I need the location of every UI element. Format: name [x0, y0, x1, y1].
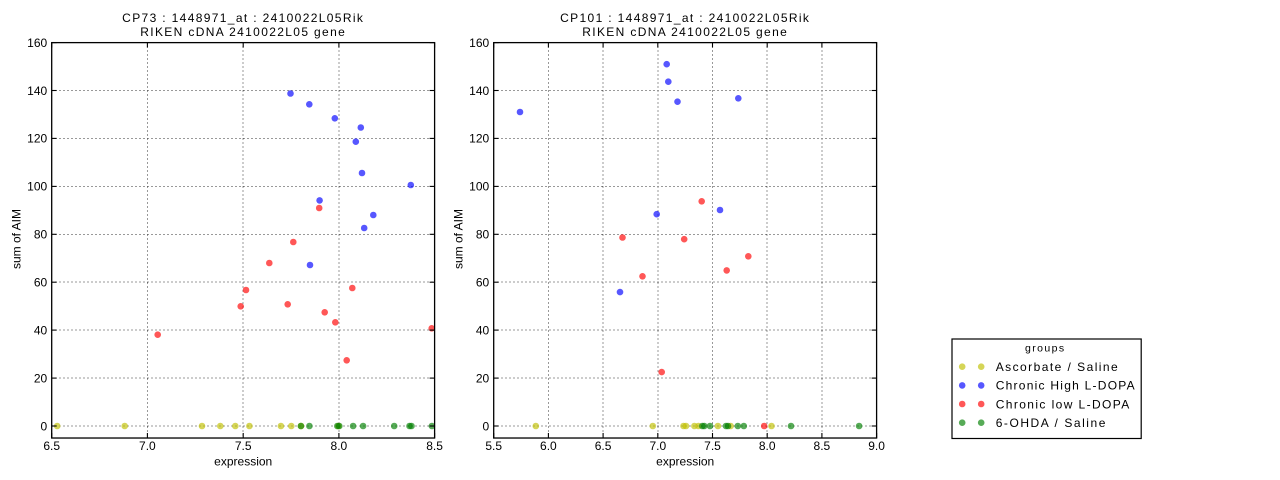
svg-text:expression: expression: [656, 455, 714, 469]
svg-text:RIKEN cDNA 2410022L05 gene: RIKEN cDNA 2410022L05 gene: [140, 25, 346, 39]
svg-text:expression: expression: [214, 455, 272, 469]
svg-text:Chronic High L-DOPA: Chronic High L-DOPA: [996, 379, 1136, 393]
svg-text:8.0: 8.0: [331, 439, 348, 453]
svg-text:Chronic low L-DOPA: Chronic low L-DOPA: [996, 397, 1131, 411]
svg-text:160: 160: [469, 36, 489, 50]
svg-text:6.5: 6.5: [43, 439, 60, 453]
svg-text:60: 60: [476, 276, 490, 290]
svg-text:20: 20: [476, 371, 490, 385]
svg-text:8.5: 8.5: [426, 439, 443, 453]
svg-text:sum of AIM: sum of AIM: [9, 209, 23, 269]
svg-text:60: 60: [34, 276, 48, 290]
svg-text:100: 100: [27, 180, 47, 194]
svg-text:140: 140: [27, 84, 47, 98]
svg-text:8.0: 8.0: [759, 439, 776, 453]
svg-text:RIKEN cDNA 2410022L05 gene: RIKEN cDNA 2410022L05 gene: [582, 25, 788, 39]
svg-text:6-OHDA / Saline: 6-OHDA / Saline: [996, 416, 1107, 430]
svg-text:140: 140: [469, 84, 489, 98]
svg-text:80: 80: [476, 228, 490, 242]
svg-text:sum of AIM: sum of AIM: [451, 209, 465, 269]
svg-text:40: 40: [476, 323, 490, 337]
svg-text:6.5: 6.5: [595, 439, 612, 453]
svg-text:20: 20: [34, 371, 48, 385]
svg-text:7.0: 7.0: [649, 439, 666, 453]
svg-text:120: 120: [27, 132, 47, 146]
svg-text:0: 0: [41, 419, 48, 433]
svg-text:7.5: 7.5: [704, 439, 721, 453]
svg-text:6.0: 6.0: [540, 439, 557, 453]
svg-text:160: 160: [27, 36, 47, 50]
svg-text:0: 0: [483, 419, 490, 433]
svg-text:8.5: 8.5: [814, 439, 831, 453]
svg-text:40: 40: [34, 323, 48, 337]
svg-text:120: 120: [469, 132, 489, 146]
svg-text:5.5: 5.5: [485, 439, 502, 453]
svg-text:100: 100: [469, 180, 489, 194]
svg-text:7.5: 7.5: [235, 439, 252, 453]
svg-text:CP101 : 1448971_at : 2410022L0: CP101 : 1448971_at : 2410022L05Rik: [560, 11, 810, 25]
svg-text:7.0: 7.0: [139, 439, 156, 453]
svg-text:groups: groups: [1025, 343, 1066, 355]
svg-text:80: 80: [34, 228, 48, 242]
svg-text:9.0: 9.0: [868, 439, 885, 453]
svg-text:CP73 : 1448971_at : 2410022L05: CP73 : 1448971_at : 2410022L05Rik: [122, 11, 364, 25]
svg-text:Ascorbate / Saline: Ascorbate / Saline: [996, 360, 1119, 374]
